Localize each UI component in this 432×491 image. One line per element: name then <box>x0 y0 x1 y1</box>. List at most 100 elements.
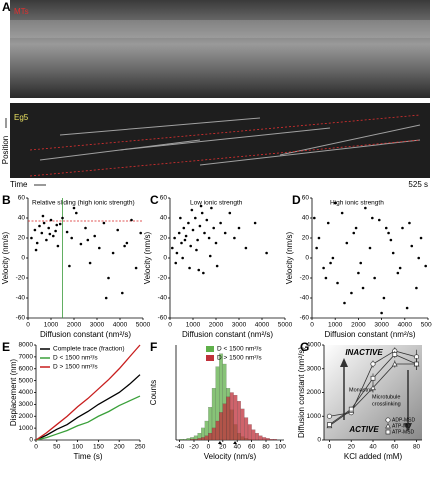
point <box>98 246 101 250</box>
point <box>75 211 78 215</box>
point <box>207 236 211 240</box>
x-tick-label: 20 <box>348 444 356 451</box>
x-tick-label: 100 <box>275 444 286 451</box>
point <box>179 216 182 220</box>
point <box>244 246 248 250</box>
point <box>174 261 178 265</box>
point <box>199 204 203 208</box>
x-tick-label: 80 <box>262 444 270 451</box>
panel-letter: D <box>292 193 301 207</box>
hist-bar <box>244 417 249 441</box>
hist-bar <box>222 403 227 441</box>
point <box>45 238 48 242</box>
y-tick-label: 2000 <box>19 413 34 420</box>
hist-bar <box>186 438 191 441</box>
hist-bar <box>233 394 238 441</box>
y-axis-label: Velocity (nm/s) <box>285 231 294 284</box>
y-tick-label: 6000 <box>19 365 34 372</box>
point <box>183 238 187 242</box>
x-axis-label: KCl added (mM) <box>344 452 403 461</box>
x-tick-label: 150 <box>93 444 104 451</box>
mt-label: MTs <box>14 7 29 16</box>
y-tick-label: -60 <box>16 315 26 322</box>
point <box>86 238 90 242</box>
point <box>350 291 353 295</box>
point <box>233 236 236 240</box>
point <box>187 221 190 225</box>
hist-bar <box>197 438 202 441</box>
y-tick-label: 0 <box>29 437 33 444</box>
point <box>368 246 372 250</box>
hist-bar <box>262 437 267 441</box>
point <box>343 301 346 305</box>
point <box>68 264 71 268</box>
y-tick-label: 60 <box>18 195 26 202</box>
point <box>190 208 194 212</box>
x-axis-label: Diffusion constant (nm²/s) <box>40 330 131 339</box>
hist-bar <box>219 412 223 441</box>
point <box>223 231 227 235</box>
x-tick-label: 5000 <box>421 322 432 329</box>
legend-label: Complete trace (fraction) <box>53 346 125 353</box>
point <box>384 226 388 230</box>
point <box>102 221 106 225</box>
y-axis-label: Counts <box>149 380 158 405</box>
hist-bar <box>273 439 277 441</box>
point <box>181 256 184 260</box>
legend-marker <box>385 417 391 423</box>
point <box>322 266 325 270</box>
x-tick-label: -40 <box>175 444 185 451</box>
y-tick-label: 60 <box>302 195 310 202</box>
point <box>326 413 332 419</box>
y-tick-label: 0 <box>305 255 309 262</box>
point <box>72 206 76 210</box>
point <box>336 281 339 285</box>
y-tick-label: 40 <box>302 215 310 222</box>
point <box>370 384 376 391</box>
point <box>389 238 393 242</box>
point <box>52 234 55 238</box>
point <box>313 216 316 220</box>
y-tick-label: -40 <box>158 295 168 302</box>
annotation: crosslinking <box>372 401 401 407</box>
hist-bar <box>258 435 263 441</box>
series-line <box>35 395 141 441</box>
point <box>208 254 212 258</box>
point <box>38 224 41 228</box>
point <box>30 236 33 240</box>
point <box>58 222 62 226</box>
x-tick-label: 2000 <box>209 322 224 329</box>
x-tick-label: 50 <box>53 444 61 451</box>
x-axis-label: Diffusion constant (nm²/s) <box>182 330 273 339</box>
hist-bar <box>269 439 274 441</box>
point <box>116 228 119 232</box>
point <box>237 226 241 230</box>
x-tick-label: 80 <box>413 444 421 451</box>
point <box>173 236 176 240</box>
annotation: INACTIVE <box>345 348 383 357</box>
point <box>130 218 133 222</box>
point <box>34 248 38 252</box>
point <box>175 251 179 255</box>
point <box>48 232 52 236</box>
x-tick-label: 0 <box>207 444 211 451</box>
point <box>196 238 199 242</box>
hist-bar <box>240 408 245 441</box>
x-tick-label: 0 <box>328 444 332 451</box>
x-tick-label: 60 <box>391 444 399 451</box>
y-tick-label: 0 <box>163 255 167 262</box>
point <box>188 266 191 270</box>
scale-label: 525 s <box>408 180 428 189</box>
legend-label: D > 1500 nm²/s <box>217 355 262 362</box>
point <box>214 241 218 245</box>
point <box>35 241 39 245</box>
eg5-label: Eg5 <box>14 113 29 122</box>
point <box>33 228 37 232</box>
x-tick-label: 2000 <box>351 322 366 329</box>
point <box>391 360 398 367</box>
point <box>333 201 337 205</box>
x-tick-label: 0 <box>26 322 30 329</box>
point <box>415 286 418 290</box>
hist-bar <box>215 420 220 441</box>
x-tick-label: 3000 <box>232 322 247 329</box>
